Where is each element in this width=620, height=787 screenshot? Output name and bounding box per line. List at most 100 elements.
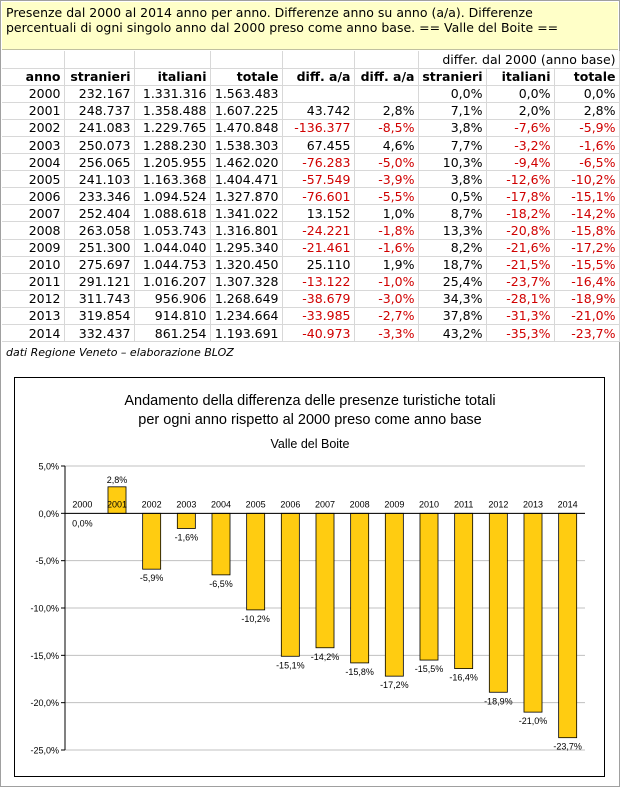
y-tick-label: -25,0% [30,746,59,756]
table-cell: 2009 [2,239,65,257]
table-cell: -17,2% [554,239,620,257]
empty-cell [2,51,65,69]
column-header: diff. a/a [282,68,355,86]
table-cell: -3,0% [354,290,419,308]
table-cell: 256.065 [64,153,135,172]
x-tick-label: 2002 [142,499,162,509]
table-cell: 252.404 [64,204,135,223]
table-cell: -136.377 [282,119,355,137]
table-cell: 2005 [2,170,65,189]
table-cell: 2013 [2,307,65,326]
column-header: italiani [486,68,555,86]
table-cell: 2003 [2,136,65,155]
table-cell: 10,3% [418,153,487,172]
x-tick-label: 2003 [176,499,196,509]
table-cell: 275.697 [64,256,135,274]
table-cell: 3,8% [418,170,487,189]
table-cell: 2010 [2,256,65,274]
table-cell: 248.737 [64,102,135,120]
table-cell: -14,2% [554,204,620,223]
table-cell: 43.742 [282,102,355,120]
table-cell: 2,8% [354,102,419,120]
x-tick-label: 2010 [419,499,439,509]
table-cell: 2012 [2,290,65,308]
table-cell: 1.288.230 [134,136,211,155]
y-tick-label: -10,0% [30,604,59,614]
y-tick-label: -20,0% [30,698,59,708]
x-tick-label: 2000 [72,499,92,509]
table-cell: -6,5% [554,153,620,172]
table-cell: 1.470.848 [210,119,283,137]
x-tick-label: 2009 [384,499,404,509]
table-row: 2006 233.346 1.094.524 1.327.870 -76.601 -5,5… [2,187,620,206]
table-cell: -2,7% [354,307,419,326]
table-cell: 291.121 [64,273,135,291]
table-cell: -20,8% [486,221,555,240]
table-cell: 233.346 [64,187,135,206]
data-label: 0,0% [72,518,93,528]
column-header: totale [210,68,283,86]
table-cell: 241.083 [64,119,135,137]
table-cell: -13.122 [282,273,355,291]
chart-title-line-1: Andamento della differenza delle presenz… [124,393,495,409]
table-cell: 1.088.618 [134,204,211,223]
x-tick-label: 2007 [315,499,335,509]
table-cell: 1.358.488 [134,102,211,120]
group-header-row: differ. dal 2000 (anno base) [2,51,620,69]
table-cell: -5,5% [354,187,419,206]
x-tick-label: 2005 [246,499,266,509]
data-label: -17,2% [380,680,409,690]
data-label: 2,8% [107,475,128,485]
table-cell: 2000 [2,85,65,103]
table-cell: 0,0% [486,85,555,103]
data-label: -1,6% [175,532,199,542]
y-tick-label: -5,0% [35,556,59,566]
table-cell: 2014 [2,324,65,343]
table-cell: 8,7% [418,204,487,223]
table-cell: -1,8% [354,221,419,240]
table-row: 2000 232.167 1.331.316 1.563.483 0,0% 0,0% 0,0… [2,85,620,103]
table-row: 2011 291.121 1.016.207 1.307.328 -13.122 -1,0… [2,273,620,291]
table-row: 2014 332.437 861.254 1.193.691 -40.973 -3,3% 4… [2,324,620,343]
table-cell: 1.316.801 [210,221,283,240]
bar [315,512,335,649]
group-header-label: differ. dal 2000 (anno base) [418,51,620,69]
table-cell: -28,1% [486,290,555,308]
table-cell: 7,7% [418,136,487,155]
bar [384,512,404,677]
data-label: -15,5% [415,664,444,674]
table-row: 2004 256.065 1.205.955 1.462.020 -76.283 -5,0… [2,153,620,172]
header-line-2: percentuali di ogni singolo anno dal 200… [6,20,559,35]
data-label: -5,9% [140,573,164,583]
table-cell: 0,0% [554,85,620,103]
table-cell: 1.094.524 [134,187,211,206]
table-cell: -21.461 [282,239,355,257]
table-cell: 2006 [2,187,65,206]
table-cell: 1.163.368 [134,170,211,189]
table-cell: -1,0% [354,273,419,291]
table-cell: 1.295.340 [210,239,283,257]
empty-cell [134,51,211,69]
bar-chart: Andamento della differenza delle presenz… [30,393,585,756]
column-header: stranieri [418,68,487,86]
table-cell: 1.193.691 [210,324,283,343]
bar [246,512,266,611]
table-cell: 319.854 [64,307,135,326]
table-cell: 2001 [2,102,65,120]
data-label: -6,5% [209,579,233,589]
y-tick-label: 5,0% [38,462,59,472]
table-row: 2009 251.300 1.044.040 1.295.340 -21.461 -1,6… [2,239,620,257]
table-row: 2002 241.083 1.229.765 1.470.848 -136.377 -8,… [2,119,620,137]
bar [142,512,162,570]
table-cell: 25,4% [418,273,487,291]
table-cell: -12,6% [486,170,555,189]
header-description: Presenze dal 2000 al 2014 anno per anno.… [2,2,618,50]
bar [176,512,196,529]
x-tick-label: 2004 [211,499,231,509]
table-cell: 67.455 [282,136,355,155]
table-cell: 1.053.743 [134,221,211,240]
table-cell: 251.300 [64,239,135,257]
table-cell: -21,6% [486,239,555,257]
table-cell: 1.234.664 [210,307,283,326]
